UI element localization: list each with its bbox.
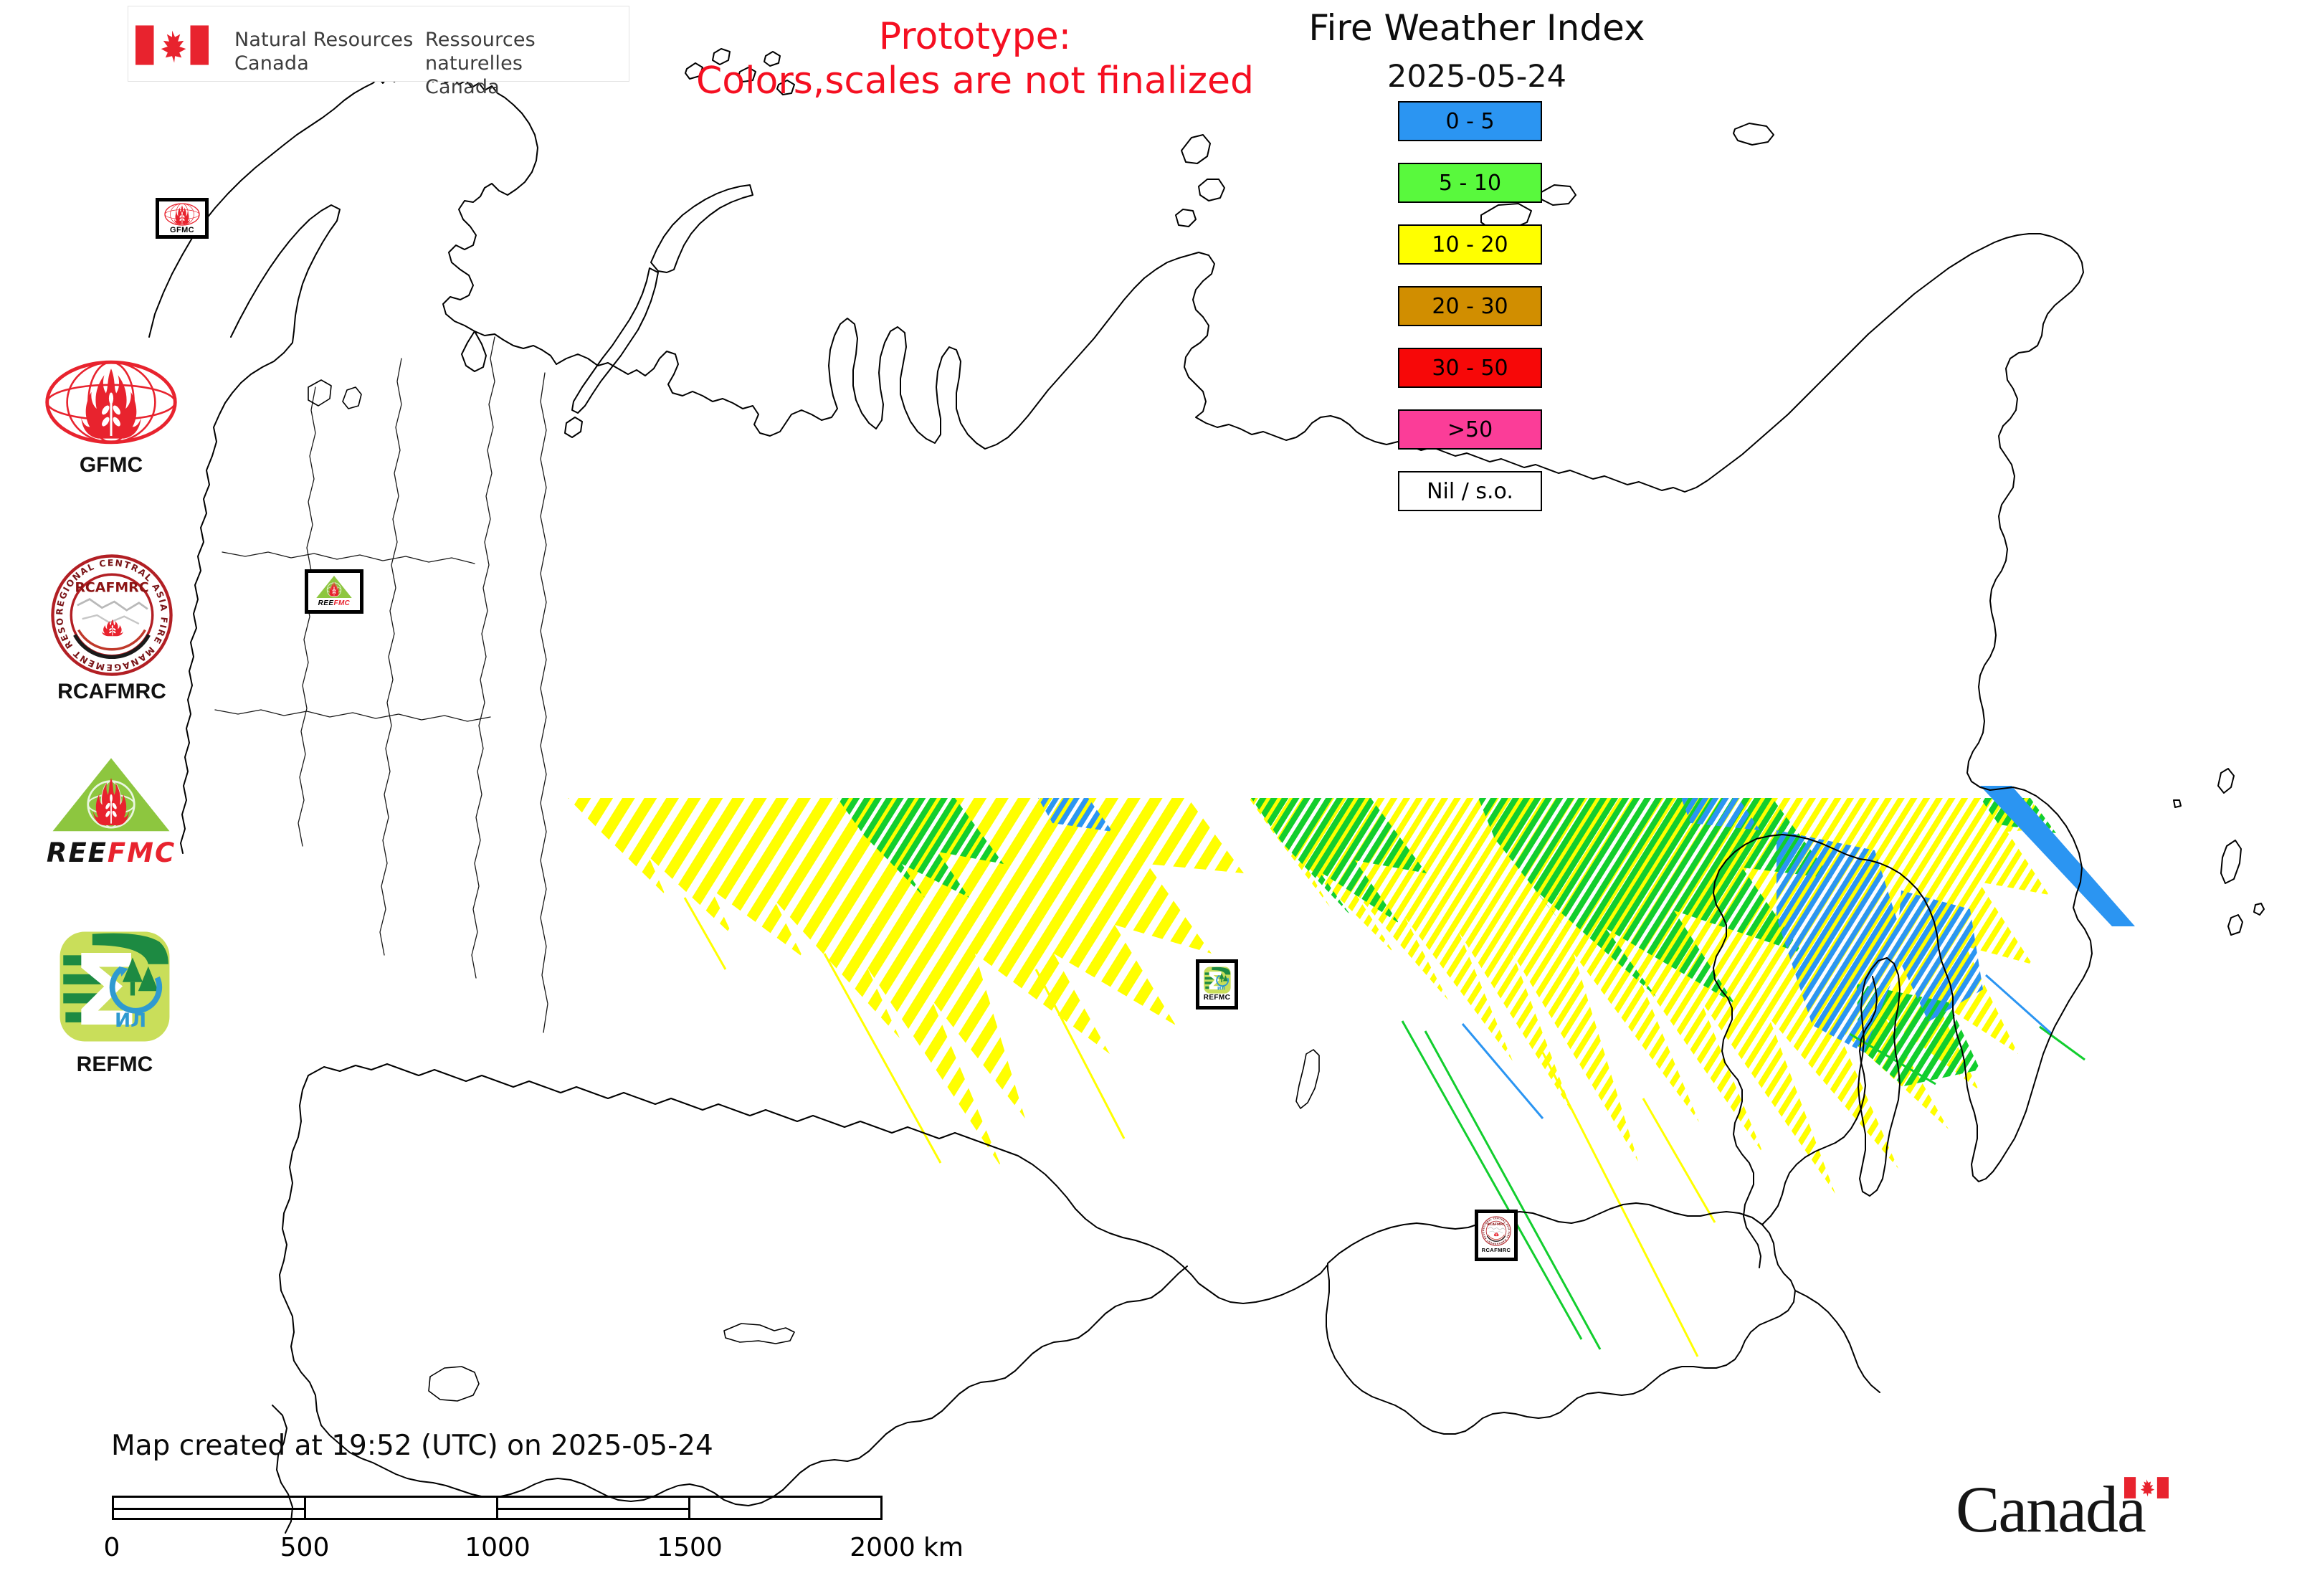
reefmc-label-black: REE [46, 837, 108, 868]
map-marker-reefmc[interactable]: REEFMC [305, 569, 363, 614]
canada-wordmark: Canada [1956, 1473, 2146, 1546]
border-amur [1761, 976, 1878, 1225]
lakes [308, 379, 1320, 1402]
scale-segment [114, 1498, 306, 1518]
map-marker-rcafmrc[interactable]: RCAFMRC [1475, 1210, 1518, 1261]
reefmc-logo-icon [315, 575, 353, 599]
rcafmrc-logo-icon [1481, 1216, 1511, 1246]
legend-label: 10 - 20 [1432, 232, 1508, 257]
nrcan-logo-block: Natural Resources Canada Ressources natu… [128, 6, 629, 98]
prototype-warning: Prototype: Colors,scales are not finaliz… [645, 14, 1305, 103]
refmc-label: REFMC [76, 1053, 153, 1076]
legend-label: 30 - 50 [1432, 355, 1508, 381]
border-mongolia [1326, 1202, 1796, 1435]
border-kazakhstan-south [279, 1075, 1188, 1506]
nrcan-en-line2: Canada [234, 52, 309, 75]
scale-unit: km [923, 1533, 964, 1562]
rcafmrc-label: RCAFMRC [57, 680, 166, 703]
prototype-line2: Colors,scales are not finalized [695, 60, 1255, 103]
gfmc-label: GFMC [79, 453, 143, 477]
legend-item-nil: Nil / s.o. [1398, 471, 1542, 511]
legend-item-30-50: 30 - 50 [1398, 348, 1542, 388]
coastline-layer [148, 48, 2265, 1534]
gfmc-logo-icon [163, 203, 201, 226]
legend-item-5-10: 5 - 10 [1398, 163, 1542, 203]
legend-label: >50 [1447, 417, 1493, 442]
scale-tick-1500: 1500 [657, 1533, 723, 1562]
marker-reefmc-label-red: FMC [333, 599, 351, 607]
reefmc-label: REEFMC [34, 837, 188, 868]
rcafmrc-logo-icon [50, 554, 173, 677]
map-marker-refmc[interactable]: REFMC [1196, 959, 1238, 1010]
map-created-timestamp: Map created at 19:52 (UTC) on 2025-05-24 [111, 1430, 713, 1462]
internal-borders [214, 336, 548, 1033]
nrcan-fr-line1: Ressources naturelles [425, 29, 536, 75]
marker-refmc-label: REFMC [1203, 994, 1231, 1002]
prototype-line1: Prototype: [878, 15, 1072, 58]
legend-label: 20 - 30 [1432, 293, 1508, 319]
scale-segment [690, 1498, 880, 1518]
marker-rcafmrc-label: RCAFMRC [1481, 1247, 1511, 1253]
border-china-east [1794, 1290, 1880, 1393]
legend-label: Nil / s.o. [1427, 478, 1513, 504]
fwi-data-layer [568, 786, 2135, 1357]
coastline-scandinavia [148, 72, 557, 372]
legend-item-10-20: 10 - 20 [1398, 224, 1542, 265]
scale-bar [112, 1496, 883, 1520]
scale-tick-2000: 2000 [850, 1533, 915, 1562]
map-marker-gfmc[interactable]: GFMC [156, 198, 209, 239]
islands-arctic [564, 48, 1774, 438]
reefmc-logo-icon [34, 756, 188, 836]
reefmc-label-red: FMC [107, 837, 176, 868]
legend-item-20-30: 20 - 30 [1398, 286, 1542, 326]
legend-title: Fire Weather Index [1308, 7, 1645, 49]
legend-label: 5 - 10 [1438, 170, 1502, 196]
refmc-logo-icon [57, 931, 172, 1042]
canada-flag-icon [135, 25, 209, 65]
islands-kuril [2173, 768, 2265, 936]
nrcan-en-line1: Natural Resources [234, 29, 414, 51]
scale-segment [498, 1498, 690, 1518]
coastline-baltic [180, 204, 341, 854]
scale-segment [306, 1498, 498, 1518]
scale-tick-0: 0 [103, 1533, 120, 1562]
border-kazakhstan-north [308, 1063, 1328, 1304]
legend-item-50plus: >50 [1398, 409, 1542, 450]
scale-tick-500: 500 [280, 1533, 330, 1562]
gfmc-logo-icon [44, 358, 178, 446]
coastline-caspian [272, 1405, 293, 1534]
legend-label: 0 - 5 [1445, 108, 1495, 134]
marker-reefmc-label: REEFMC [318, 599, 351, 608]
marker-reefmc-label-black: REE [318, 599, 334, 607]
coastline-sakhalin [1858, 957, 1901, 1197]
legend-item-0-5: 0 - 5 [1398, 101, 1542, 141]
marker-gfmc-label: GFMC [170, 225, 194, 234]
canada-wordmark-flag-icon [2124, 1477, 2169, 1498]
legend-date: 2025-05-24 [1387, 59, 1566, 95]
coastline-arctic [556, 233, 2093, 1268]
scale-tick-1000: 1000 [465, 1533, 531, 1562]
nrcan-fr-line2: Canada [425, 76, 500, 98]
refmc-logo-icon [1204, 966, 1231, 994]
